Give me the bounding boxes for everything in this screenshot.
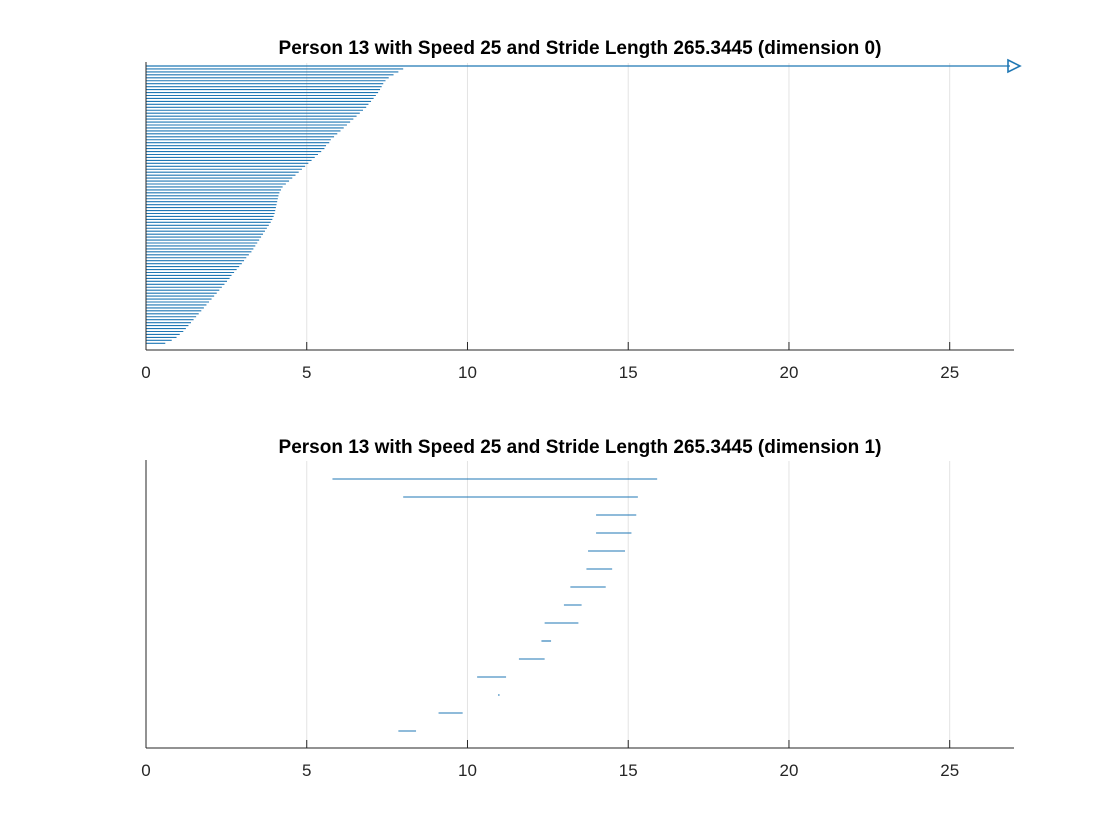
x-tick-label: 10 xyxy=(458,363,477,382)
grid-lines xyxy=(306,63,951,350)
x-tick-labels: 0 5 10 15 20 25 xyxy=(141,363,959,382)
axes xyxy=(145,460,1014,749)
x-tick-label: 5 xyxy=(302,761,311,780)
barcode-bars xyxy=(146,58,1022,344)
chart-title: Person 13 with Speed 25 and Stride Lengt… xyxy=(279,38,882,59)
grid-lines xyxy=(306,461,951,748)
x-tick-label: 20 xyxy=(780,761,799,780)
x-tick-labels: 0 5 10 15 20 25 xyxy=(141,761,959,780)
x-tick-label: 25 xyxy=(940,363,959,382)
x-tick-label: 25 xyxy=(940,761,959,780)
chart-panel-dimension-0: 0 5 10 15 20 25 Person 13 with Speed 25 and S… xyxy=(141,38,1022,382)
x-tick-label: 10 xyxy=(458,761,477,780)
chart-title: Person 13 with Speed 25 and Stride Lengt… xyxy=(279,437,882,458)
x-tick-label: 20 xyxy=(780,363,799,382)
x-tick-label: 15 xyxy=(619,761,638,780)
triangle-right-icon xyxy=(1007,58,1022,74)
barcode-bars xyxy=(332,478,658,732)
x-tick-label: 0 xyxy=(141,363,150,382)
x-tick-label: 5 xyxy=(302,363,311,382)
x-tick-label: 0 xyxy=(141,761,150,780)
x-tick-label: 15 xyxy=(619,363,638,382)
axes xyxy=(145,62,1014,351)
chart-panel-dimension-1: 0 5 10 15 20 25 Person 13 with Speed 25 and S… xyxy=(141,437,1014,780)
